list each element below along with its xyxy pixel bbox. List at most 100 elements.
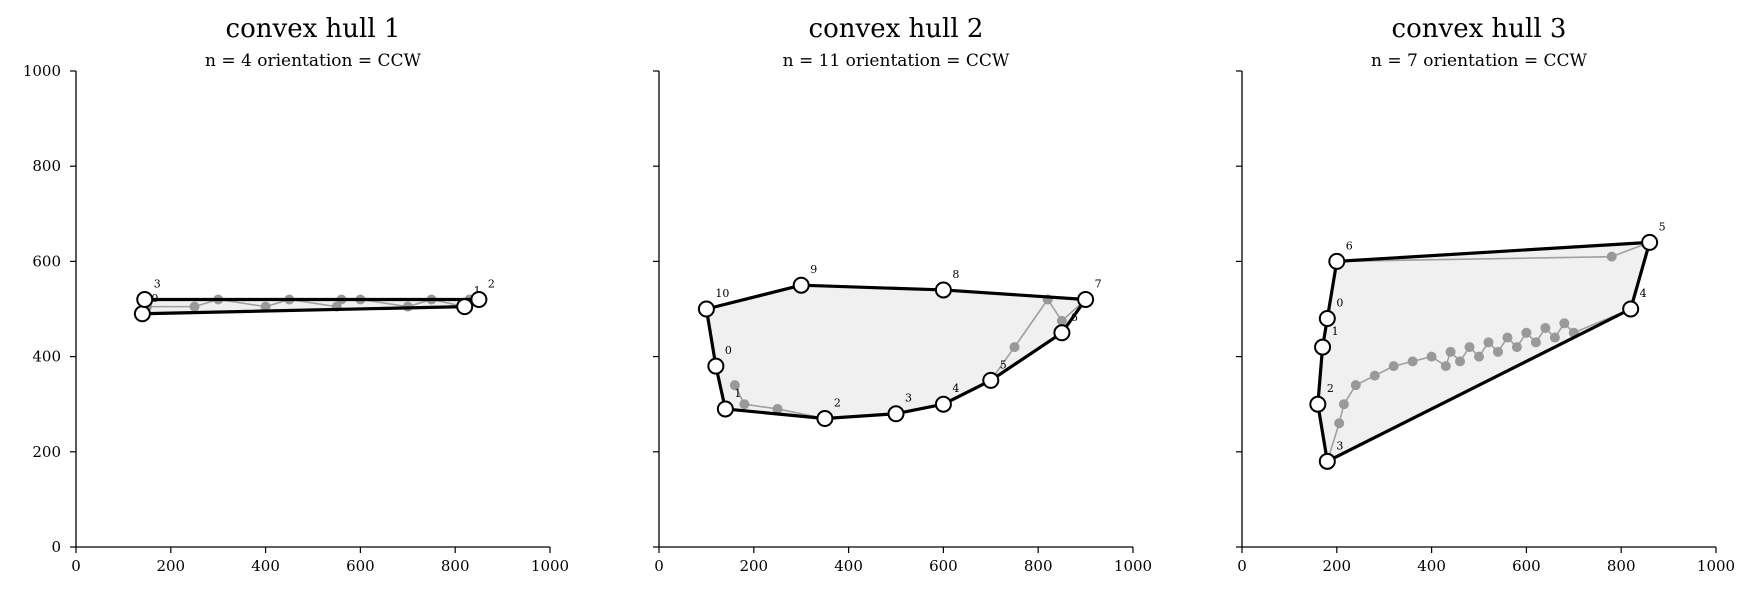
raw-point [1338,399,1349,410]
hull-fill [1317,242,1650,462]
hull-vertex-label: 7 [1095,277,1102,290]
hull-vertex-label: 4 [952,382,959,395]
hull-vertex-label: 4 [1640,287,1647,300]
hull-vertex [1314,338,1332,356]
raw-point [1009,342,1020,353]
x-tick-label: 1000 [1114,557,1152,575]
y-tick-label: 400 [32,348,61,366]
x-tick-label: 600 [1512,557,1541,575]
hull-vertex-label: 0 [151,292,158,305]
raw-point [739,399,750,410]
hull-vertex [133,305,151,323]
chart-subtitle: n = 4 orientation = CCW [205,51,422,71]
hull-vertex-label: 5 [1000,358,1007,371]
raw-point [772,403,783,414]
raw-point [1464,342,1475,353]
hull-vertex [934,395,952,413]
subplot-3: convex hull 3 n = 7 orientation = CCW 0 200… [1236,14,1735,575]
hull-vertex-label: 2 [1327,382,1334,395]
hull-vertex [1328,252,1346,270]
raw-point [1369,370,1380,381]
x-tick-label: 400 [251,557,280,575]
raw-point [1056,315,1067,326]
raw-point [1483,337,1494,348]
x-tick-label: 1000 [1697,557,1735,575]
raw-point [1530,337,1541,348]
y-tick-label: 800 [32,157,61,175]
x-tick-label: 600 [346,557,375,575]
raw-point [1407,356,1418,367]
hull-vertex [934,281,952,299]
hull-vertex-label: 3 [154,277,161,290]
raw-point [1350,380,1361,391]
x-tick-label: 200 [156,557,185,575]
x-tick-label: 800 [441,557,470,575]
x-tick-label: 600 [929,557,958,575]
chart-subtitle: n = 11 orientation = CCW [783,51,1010,71]
raw-point [1521,327,1532,338]
hull-vertex-label: 2 [488,277,495,290]
raw-point [1445,346,1456,357]
hull-vertex [816,409,834,427]
y-tick-label: 1000 [23,62,61,80]
y-tick-label: 600 [32,252,61,270]
x-tick-label: 400 [1417,557,1446,575]
hull-vertex [1077,290,1095,308]
raw-point [1540,323,1551,334]
hull-vertex-label: 0 [1336,297,1343,310]
hull-vertex [887,405,905,423]
raw-point [260,301,271,312]
raw-point [1388,361,1399,372]
chart-subtitle: n = 7 orientation = CCW [1371,51,1588,71]
x-tick-label: 0 [1237,557,1247,575]
raw-point [189,301,200,312]
raw-point [1440,361,1451,372]
hull-vertex-label: 6 [1071,311,1078,324]
hull-vertex [697,300,715,318]
chart-title: convex hull 3 [1392,14,1567,44]
hull-vertex [716,400,734,418]
x-tick-label: 1000 [531,557,569,575]
x-tick-label: 200 [739,557,768,575]
hull-fill [142,299,479,314]
hull-vertex-label: 10 [715,287,729,300]
y-tick-label: 0 [51,538,61,556]
hull-outline [704,283,1088,421]
raw-point [1606,251,1617,262]
hull-vertex [707,357,725,375]
raw-point [729,380,740,391]
hull-vertex-label: 6 [1346,239,1353,252]
hull-vertex-label: 2 [834,396,841,409]
raw-point [1426,351,1437,362]
hull-vertex [982,371,1000,389]
hull-vertex [792,276,810,294]
hull-vertex [1622,300,1640,318]
x-tick-label: 200 [1322,557,1351,575]
hull-vertex [136,290,154,308]
x-tick-label: 0 [654,557,664,575]
raw-point [1502,332,1513,343]
hull-vertex [1318,452,1336,470]
hull-vertex [1053,324,1071,342]
raw-point [1511,342,1522,353]
hull-vertex-label: 8 [952,268,959,281]
hull-vertex [1641,233,1659,251]
subplot-2: convex hull 2 n = 11 orientation = CCW 0 20… [653,14,1152,575]
y-tick-label: 200 [32,443,61,461]
hull-vertex-label: 5 [1659,220,1666,233]
raw-point [1474,351,1484,362]
raw-point [1492,346,1503,357]
hull-vertex [456,298,474,316]
hull-vertex-label: 9 [810,263,817,276]
hull-vertex-label: 1 [1332,325,1339,338]
x-tick-label: 800 [1024,557,1053,575]
hull-vertex-label: 1 [474,285,481,298]
hull-outline [1316,240,1652,463]
hull-vertex-label: 3 [905,392,912,405]
raw-point [1559,318,1570,329]
x-tick-label: 800 [1607,557,1636,575]
raw-point [1334,418,1345,429]
chart-title: convex hull 2 [809,14,984,44]
hull-vertex [1309,395,1327,413]
